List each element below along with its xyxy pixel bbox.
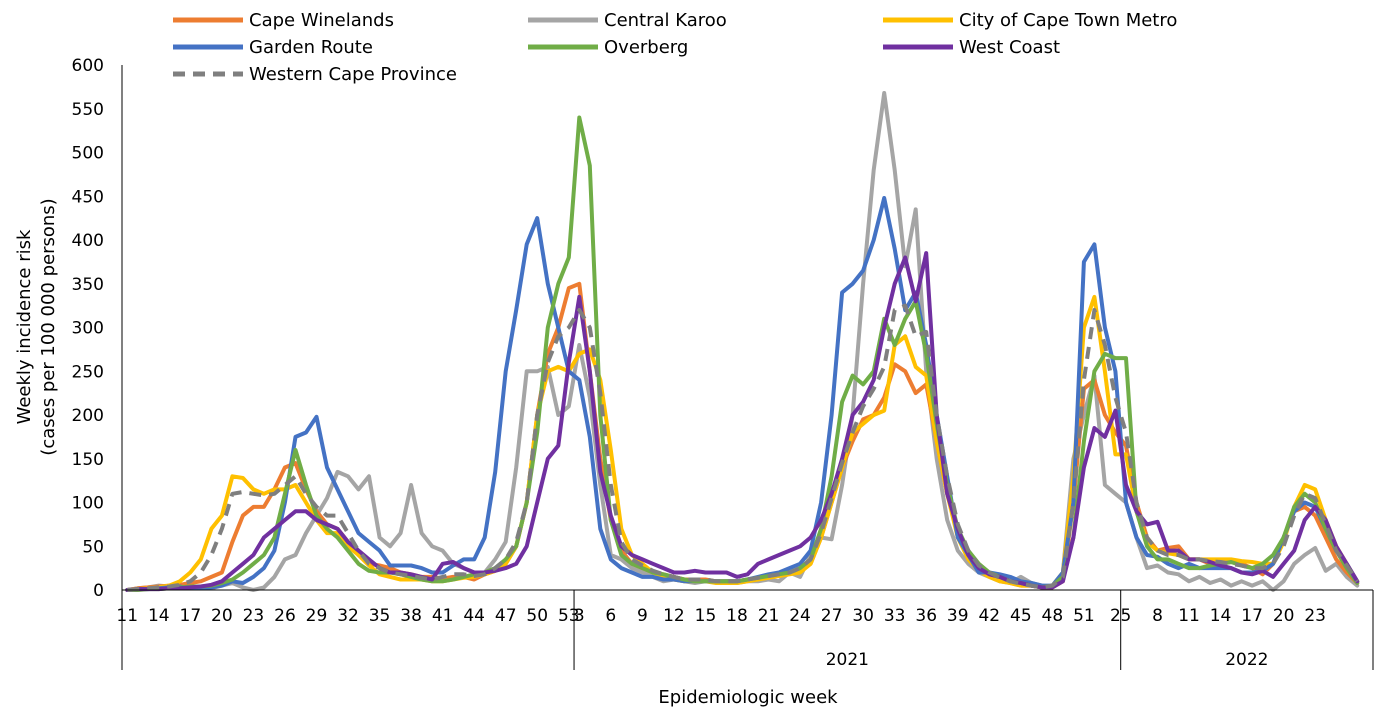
y-tick-label: 600 bbox=[72, 56, 104, 76]
y-axis-title: Weekly incidence risk (cases per 100 000… bbox=[14, 198, 59, 455]
x-tick-label: 23 bbox=[1304, 606, 1326, 626]
y-axis-title-line1: Weekly incidence risk bbox=[14, 229, 35, 424]
y-tick-label: 300 bbox=[72, 319, 104, 339]
series-line-overberg bbox=[125, 115, 1360, 592]
x-tick-label: 20 bbox=[211, 606, 233, 626]
legend-item-overberg: Overberg bbox=[528, 37, 688, 58]
legend-label: City of Cape Town Metro bbox=[959, 10, 1177, 31]
x-tick-label: 39 bbox=[947, 606, 969, 626]
x-tick-label: 26 bbox=[274, 606, 296, 626]
legend-item-city-of-cape-town-metro: City of Cape Town Metro bbox=[883, 10, 1177, 31]
y-tick-label: 500 bbox=[72, 144, 104, 164]
legend-item-west-coast: West Coast bbox=[883, 37, 1060, 58]
legend-label: Garden Route bbox=[249, 37, 373, 58]
x-tick-label: 45 bbox=[1010, 606, 1032, 626]
legend-item-cape-winelands: Cape Winelands bbox=[173, 10, 394, 31]
y-axis: 0 50 100 150 200 250 300 350 400 450 500 550 600 bbox=[72, 56, 123, 601]
x-tick-label: 14 bbox=[1210, 606, 1232, 626]
x-tick-label: 18 bbox=[726, 606, 748, 626]
x-tick-label: 42 bbox=[978, 606, 1000, 626]
series-line-garden-route bbox=[125, 196, 1360, 592]
y-tick-label: 550 bbox=[72, 100, 104, 120]
x-tick-label: 17 bbox=[1241, 606, 1263, 626]
x-tick-label: 8 bbox=[1152, 606, 1163, 626]
legend-label: Cape Winelands bbox=[249, 10, 394, 31]
x-tick-label: 24 bbox=[789, 606, 811, 626]
x-tick-label: 12 bbox=[663, 606, 685, 626]
legend-label: West Coast bbox=[959, 37, 1060, 58]
x-tick-label: 33 bbox=[884, 606, 906, 626]
x-tick-label: 14 bbox=[148, 606, 170, 626]
x-tick-label: 44 bbox=[463, 606, 485, 626]
y-tick-label: 100 bbox=[72, 494, 104, 514]
x-tick-label: 5 bbox=[1121, 606, 1132, 626]
x-tick-label: 36 bbox=[915, 606, 937, 626]
y-axis-title-line2: (cases per 100 000 persons) bbox=[38, 198, 59, 455]
legend-item-central-karoo: Central Karoo bbox=[528, 10, 727, 31]
x-tick-label: 6 bbox=[605, 606, 616, 626]
y-tick-label: 0 bbox=[93, 581, 104, 601]
x-tick-label: 2 bbox=[1110, 606, 1121, 626]
x-axis: 11 14 17 20 23 26 29 32 35 38 41 44 47 50 533 6 9 12 15 18 2… bbox=[116, 589, 1374, 670]
x-tick-label: 11 bbox=[1178, 606, 1200, 626]
x-tick-label: 20 bbox=[1273, 606, 1295, 626]
x-tick-label: 27 bbox=[821, 606, 843, 626]
x-tick-label: 23 bbox=[243, 606, 265, 626]
x-tick-label: 50 bbox=[526, 606, 548, 626]
x-tick-labels: 11 14 17 20 23 26 29 32 35 38 41 44 47 50 533 6 9 12 15 18 2… bbox=[116, 606, 1326, 626]
x-tick-label: 29 bbox=[306, 606, 328, 626]
year-groups: 2021 2022 bbox=[121, 590, 1374, 670]
legend-label: Western Cape Province bbox=[249, 64, 457, 85]
series-line-western-cape-province bbox=[127, 303, 1359, 592]
legend-label: Overberg bbox=[604, 37, 688, 58]
x-tick-label: 48 bbox=[1042, 606, 1064, 626]
x-tick-label: 3 bbox=[574, 606, 585, 626]
y-tick-label: 200 bbox=[72, 406, 104, 426]
series-line-cape-winelands bbox=[125, 281, 1360, 592]
x-tick-label: 15 bbox=[695, 606, 717, 626]
y-tick-label: 50 bbox=[82, 537, 104, 557]
y-tick-label: 250 bbox=[72, 362, 104, 382]
x-tick-label: 35 bbox=[369, 606, 391, 626]
legend-item-western-cape-province: Western Cape Province bbox=[173, 64, 457, 85]
x-tick-label: 38 bbox=[400, 606, 422, 626]
x-tick-label: 17 bbox=[180, 606, 202, 626]
year-label: 2022 bbox=[1225, 650, 1268, 670]
x-tick-label: 9 bbox=[637, 606, 648, 626]
series-line-west-coast bbox=[125, 251, 1360, 592]
x-tick-label: 11 bbox=[116, 606, 138, 626]
y-tick-label: 450 bbox=[72, 187, 104, 207]
x-tick-label: 41 bbox=[432, 606, 454, 626]
x-tick-label: 51 bbox=[1073, 606, 1095, 626]
y-tick-label: 400 bbox=[72, 231, 104, 251]
y-tick-label: 350 bbox=[72, 275, 104, 295]
y-tick-labels: 0 50 100 150 200 250 300 350 400 450 500 550 600 bbox=[72, 56, 104, 601]
legend: Cape Winelands Central Karoo City of Cape … bbox=[173, 10, 1177, 85]
x-tick-label: 32 bbox=[337, 606, 359, 626]
series-lines bbox=[125, 91, 1360, 592]
x-tick-label: 30 bbox=[852, 606, 874, 626]
legend-item-garden-route: Garden Route bbox=[173, 37, 373, 58]
x-tick-label: 21 bbox=[758, 606, 780, 626]
x-tick-label: 47 bbox=[495, 606, 517, 626]
y-tick-label: 150 bbox=[72, 450, 104, 470]
x-axis-title: Epidemiologic week bbox=[658, 687, 838, 708]
legend-label: Central Karoo bbox=[604, 10, 727, 31]
year-label: 2021 bbox=[826, 650, 869, 670]
